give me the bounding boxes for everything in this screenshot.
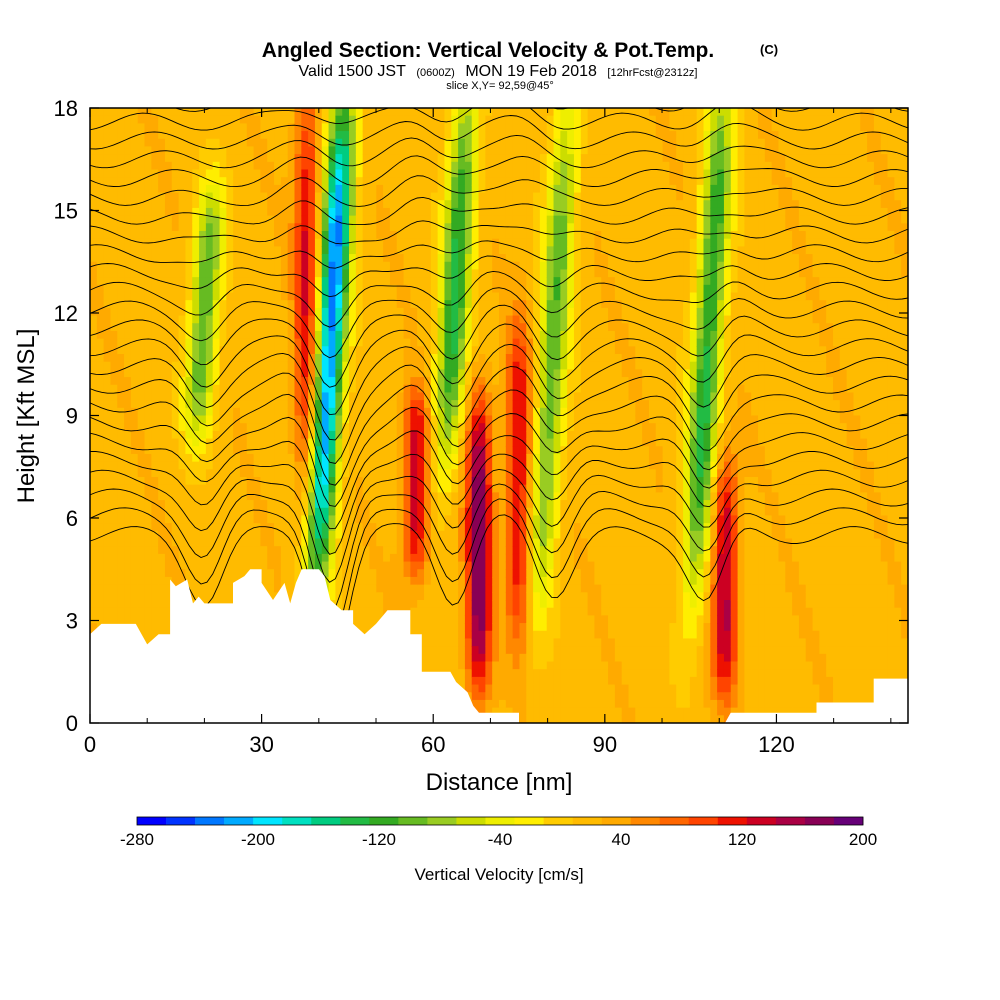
colorbar-swatch [514, 817, 544, 825]
y-tick-label: 0 [66, 711, 78, 736]
colorbar-swatch [543, 817, 573, 825]
colorbar-tick-label: -200 [241, 830, 275, 849]
colorbar-tick-label: -280 [120, 830, 154, 849]
y-axis: 0 3 6 9 12 15 18 [54, 96, 908, 736]
x-tick-label: 0 [84, 732, 96, 757]
colorbar-swatch [311, 817, 341, 825]
y-tick-label: 12 [54, 301, 78, 326]
subtitle-date: MON 19 Feb 2018 [465, 63, 597, 80]
colorbar-swatch [166, 817, 196, 825]
y-tick-label: 6 [66, 506, 78, 531]
colorbar-frame [136, 816, 864, 826]
colorbar-swatch [282, 817, 312, 825]
colorbar-swatch [630, 817, 661, 825]
y-axis-label: Height [Kft MSL] [13, 329, 40, 504]
colorbar-label: Vertical Velocity [cm/s] [414, 865, 583, 884]
colorbar-swatch [137, 817, 167, 825]
x-tick-label: 30 [249, 732, 273, 757]
terrain [90, 569, 908, 723]
y-tick-label: 3 [66, 609, 78, 634]
colorbar-swatch [688, 817, 719, 825]
colorbar-swatch [195, 817, 225, 825]
colorbar-swatch [485, 817, 515, 825]
x-tick-label: 60 [421, 732, 445, 757]
colorbar-tick-label: 200 [849, 830, 877, 849]
colorbar-swatch [746, 817, 777, 825]
colorbar-swatch [456, 817, 486, 825]
colorbar-swatch [572, 817, 602, 825]
y-tick-label: 15 [54, 199, 78, 224]
colorbar-ticks: -280 -200 -120 -40 40 120 200 [120, 830, 877, 849]
colorbar [136, 816, 864, 826]
colorbar-swatch [717, 817, 748, 825]
colorbar-swatch [340, 817, 370, 825]
x-axis-label: Distance [nm] [426, 769, 573, 796]
y-tick-label: 9 [66, 404, 78, 429]
colorbar-swatch [369, 817, 399, 825]
subtitle-fcst: [12hrFcst@2312z] [607, 67, 697, 79]
colorbar-swatch [224, 817, 254, 825]
colorbar-swatch [601, 817, 631, 825]
colorbar-swatch [398, 817, 428, 825]
x-axis: 0 30 60 90 120 [84, 108, 892, 757]
colorbar-tick-label: 120 [728, 830, 756, 849]
subtitle-prefix: Valid 1500 JST [299, 63, 407, 80]
chart-title: Angled Section: Vertical Velocity & Pot.… [262, 39, 714, 62]
colorbar-swatch [775, 817, 806, 825]
colorbar-swatch [427, 817, 457, 825]
colorbar-swatch [253, 817, 283, 825]
colorbar-tick-label: 40 [612, 830, 631, 849]
x-tick-label: 120 [758, 732, 795, 757]
colorbar-swatch [659, 817, 690, 825]
colorbar-tick-label: -40 [488, 830, 513, 849]
theta-contours [90, 108, 908, 668]
colorbar-swatch [804, 817, 835, 825]
subtitle-utc: (0600Z) [416, 67, 455, 79]
colorbar-tick-label: -120 [362, 830, 396, 849]
chart-title-units: (C) [760, 42, 778, 57]
chart-subtitle: Valid 1500 JST (0600Z) MON 19 Feb 2018 [… [299, 63, 698, 80]
x-tick-label: 90 [593, 732, 617, 757]
slice-text: slice X,Y= 92,59@45° [446, 80, 554, 92]
y-tick-label: 18 [54, 96, 78, 121]
colorbar-swatch [833, 817, 864, 825]
